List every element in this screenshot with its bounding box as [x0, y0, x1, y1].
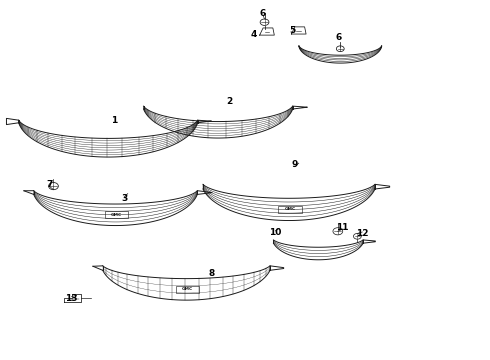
Text: 2: 2: [226, 96, 232, 105]
Text: 1: 1: [111, 116, 117, 125]
Text: 5: 5: [289, 26, 295, 35]
Bar: [175, 286, 199, 293]
Text: 13: 13: [65, 294, 78, 303]
Bar: [105, 211, 128, 219]
Text: 12: 12: [356, 229, 368, 238]
Text: 6: 6: [336, 33, 342, 42]
Text: GMC: GMC: [182, 287, 193, 291]
Text: 3: 3: [121, 194, 127, 203]
Text: 7: 7: [47, 180, 53, 189]
Text: 9: 9: [292, 160, 298, 169]
Text: 11: 11: [337, 223, 349, 232]
Text: GMC: GMC: [111, 213, 122, 217]
Bar: [278, 206, 302, 213]
Text: 8: 8: [209, 269, 215, 278]
Text: 10: 10: [269, 228, 281, 237]
Text: 4: 4: [250, 30, 257, 39]
Text: 6: 6: [260, 9, 266, 18]
Text: GMC: GMC: [284, 207, 295, 211]
